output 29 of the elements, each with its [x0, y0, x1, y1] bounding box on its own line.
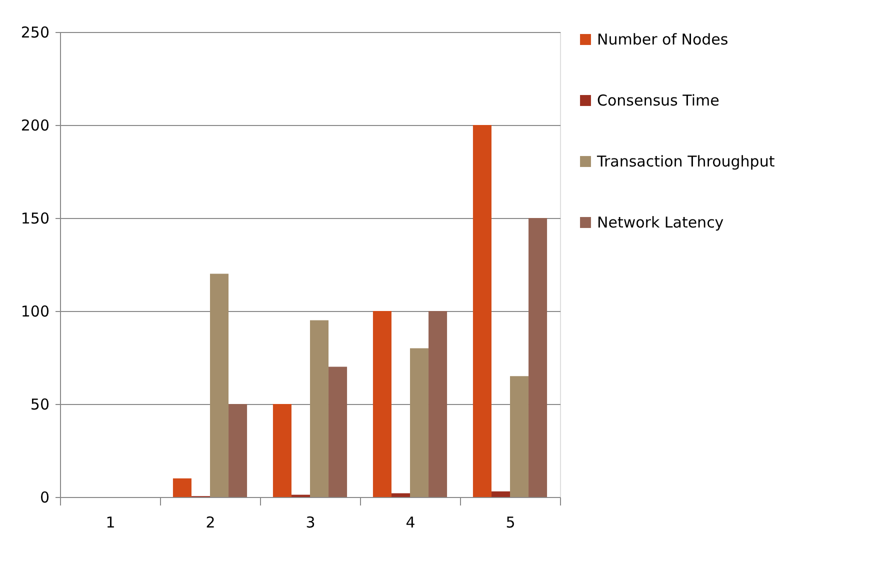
- y-tick-label: 200: [20, 116, 50, 134]
- y-tick-label: 100: [20, 302, 50, 320]
- bar: [372, 311, 392, 497]
- bar: [528, 218, 548, 497]
- bar: [328, 366, 348, 497]
- bar: [272, 404, 292, 497]
- x-tick-label: 4: [406, 514, 416, 532]
- bar: [172, 478, 192, 497]
- y-tick-label: 250: [20, 24, 50, 42]
- x-tick-label: 1: [106, 514, 116, 532]
- y-tick-label: 50: [30, 396, 50, 414]
- legend-label: Transaction Throughput: [596, 152, 775, 170]
- legend-label: Number of Nodes: [597, 30, 728, 48]
- legend-label: Network Latency: [597, 214, 724, 232]
- bar: [510, 376, 529, 497]
- bar: [391, 493, 410, 497]
- bar: [428, 311, 448, 497]
- bar: [228, 404, 248, 497]
- x-tick-label: 5: [506, 514, 516, 532]
- bar: [472, 125, 492, 497]
- bar: [491, 491, 510, 497]
- x-tick-label: 2: [206, 514, 216, 532]
- bar: [310, 320, 329, 497]
- x-tick-label: 3: [306, 514, 316, 532]
- bar: [210, 274, 229, 497]
- y-tick-label: 0: [40, 488, 50, 506]
- bar: [410, 348, 429, 497]
- legend-label: Consensus Time: [597, 92, 720, 110]
- y-tick-label: 150: [20, 210, 50, 228]
